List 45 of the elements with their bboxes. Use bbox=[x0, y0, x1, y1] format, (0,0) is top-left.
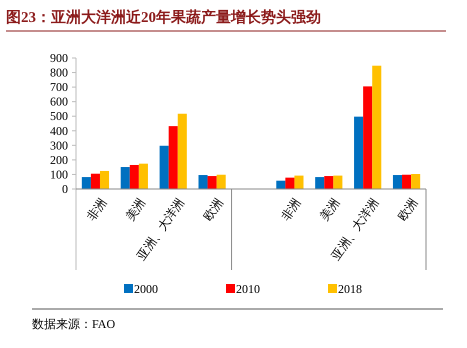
bar bbox=[216, 174, 226, 189]
x-tick-label: 美洲 bbox=[122, 196, 148, 224]
bar bbox=[90, 174, 100, 189]
source-note: 数据来源：FAO bbox=[32, 317, 116, 331]
y-tick-label: 600 bbox=[50, 94, 68, 109]
bar bbox=[160, 146, 169, 189]
y-tick-label: 100 bbox=[50, 167, 68, 182]
bar bbox=[178, 114, 187, 189]
x-tick-label: 非洲 bbox=[278, 196, 304, 224]
bar bbox=[82, 177, 91, 189]
bar bbox=[315, 177, 324, 189]
y-tick-label: 700 bbox=[50, 80, 68, 94]
bar bbox=[138, 164, 148, 189]
bar bbox=[411, 174, 420, 189]
y-tick-label: 500 bbox=[50, 109, 68, 124]
bar bbox=[120, 167, 130, 189]
bar bbox=[285, 178, 294, 189]
x-tick-label: 美洲 bbox=[317, 196, 342, 224]
y-tick-label: 400 bbox=[50, 124, 68, 138]
y-tick-label: 300 bbox=[50, 138, 68, 152]
bar bbox=[294, 176, 304, 189]
y-tick-label: 800 bbox=[50, 66, 68, 80]
bar bbox=[198, 175, 208, 189]
bar bbox=[372, 66, 382, 189]
x-tick-label: 欧洲 bbox=[394, 196, 420, 224]
bar bbox=[324, 176, 334, 189]
bar bbox=[168, 126, 178, 189]
bar bbox=[276, 180, 286, 189]
legend-label: 2000 bbox=[134, 282, 158, 296]
y-tick-label: 200 bbox=[50, 152, 68, 167]
bar bbox=[402, 174, 412, 189]
chart-title: 图23：亚洲大洋洲近20年果蔬产量增长势头强劲 bbox=[6, 9, 321, 26]
bar bbox=[354, 116, 364, 189]
bar bbox=[333, 176, 342, 189]
x-tick-label: 欧洲 bbox=[200, 196, 226, 224]
bar bbox=[100, 170, 110, 189]
legend-label: 2018 bbox=[338, 282, 362, 296]
y-tick-label: 0 bbox=[62, 182, 68, 196]
x-tick-label: 非洲 bbox=[84, 196, 110, 224]
bar bbox=[392, 175, 402, 189]
legend-label: 2010 bbox=[236, 282, 260, 296]
bar bbox=[208, 176, 217, 189]
bar bbox=[130, 164, 139, 189]
y-tick-label: 900 bbox=[50, 51, 68, 65]
bar bbox=[363, 86, 372, 189]
